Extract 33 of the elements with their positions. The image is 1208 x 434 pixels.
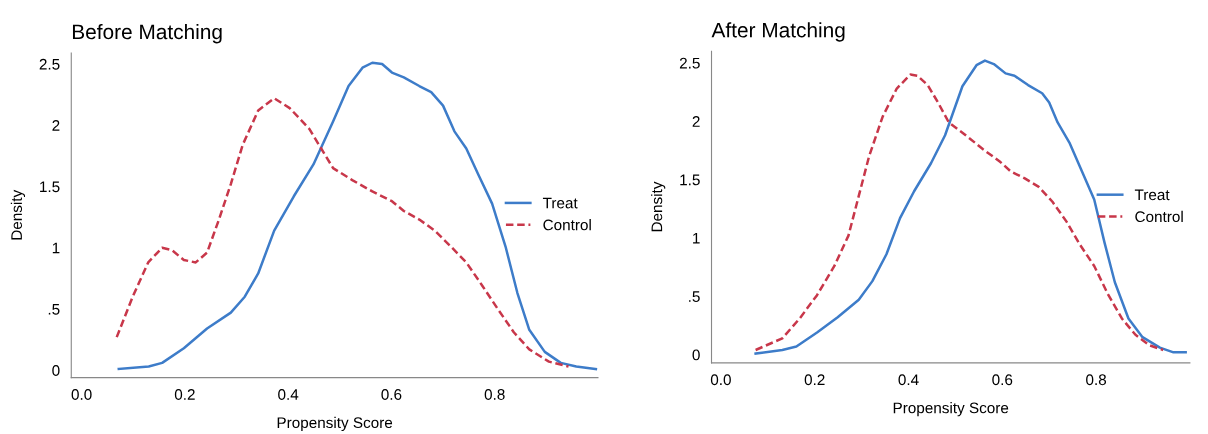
x-tick-label: 0.0: [71, 389, 92, 400]
legend-label: Control: [543, 219, 591, 231]
x-tick-label: 0.0: [710, 374, 731, 386]
legend-label: Control: [1135, 210, 1183, 223]
x-axis-title: Propensity Score: [277, 416, 393, 432]
chart-title: After Matching: [711, 22, 845, 42]
legend-label: Treat: [542, 197, 578, 209]
line-series: [117, 61, 598, 371]
x-tick-label: 0.6: [381, 389, 402, 400]
y-tick-label: 2: [52, 120, 60, 131]
x-tick-label: 0.2: [804, 374, 825, 386]
y-tick-label: .5: [48, 304, 60, 315]
y-axis-title: Density: [651, 181, 666, 232]
y-tick-label: 0: [52, 365, 60, 376]
y-tick-label: 0: [692, 349, 700, 361]
y-tick-label: 2.5: [679, 57, 700, 69]
y-tick-label: 1.5: [40, 181, 60, 193]
y-tick-label: 1.5: [680, 174, 700, 186]
y-tick-label: .5: [689, 291, 700, 302]
legend-label: Treat: [1134, 189, 1170, 201]
y-axis-title: Density: [10, 189, 26, 240]
y-tick-label: 2.5: [39, 58, 60, 70]
y-tick-label: 1: [52, 242, 60, 254]
x-tick-label: 0.2: [174, 389, 195, 400]
chart-title: Before Matching: [72, 23, 222, 44]
x-tick-label: 0.8: [1086, 374, 1107, 386]
y-tick-label: 2: [692, 116, 700, 127]
x-tick-label: 0.8: [484, 389, 505, 400]
x-tick-label: 0.4: [898, 374, 919, 386]
x-tick-label: 0.4: [278, 389, 299, 400]
y-tick-label: 1: [693, 232, 700, 244]
x-axis-title: Propensity Score: [893, 402, 1009, 417]
x-tick-label: 0.6: [992, 374, 1013, 386]
